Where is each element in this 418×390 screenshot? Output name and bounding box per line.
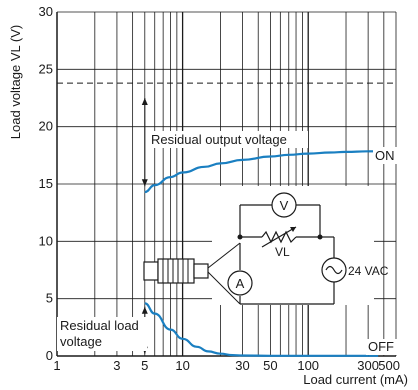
y-tick-label: 30: [39, 4, 53, 19]
ac-source-label: 24 VAC: [348, 264, 389, 278]
x-tick-label: 3: [113, 358, 120, 373]
residual-output-label-bg: [148, 131, 308, 148]
y-tick-label: 5: [46, 291, 53, 306]
circuit-node: [237, 234, 243, 240]
residual-load-label-line1: Residual load: [60, 318, 139, 333]
x-tick-label: 1: [53, 358, 60, 373]
test-circuit: V VL A 24 VAC: [143, 186, 389, 305]
residual-output-voltage-label: Residual output voltage: [151, 132, 287, 147]
x-tick-label: 10: [175, 358, 189, 373]
tick-labels: 0 5 10 15 20 25 30 1 3 5 10 30 50 100 300 500: [39, 4, 400, 373]
y-tick-label: 15: [39, 176, 53, 191]
x-tick-label: 500: [378, 358, 400, 373]
series-line-on: [144, 150, 369, 194]
x-tick-label: 5: [141, 358, 148, 373]
x-tick-label: 30: [235, 358, 249, 373]
proximity-sensor-icon: [143, 258, 209, 284]
residual-load-label-line2: voltage: [60, 334, 102, 349]
residual-output-arrow-up: [141, 98, 148, 105]
series-line-off: [144, 302, 369, 357]
ammeter-label: A: [236, 276, 245, 291]
x-axis-title: Load current (mA): [303, 372, 408, 387]
voltmeter-label: V: [280, 198, 289, 213]
sensor-lead: [207, 242, 241, 269]
variable-resistor-arrow: [261, 226, 297, 248]
sine-wave-icon: [325, 265, 343, 275]
residual-load-label-bg: [57, 317, 147, 351]
variable-resistor-arrowhead: [290, 227, 296, 232]
y-tick-label: 25: [39, 61, 53, 76]
residual-output-arrow-down: [141, 179, 148, 187]
load-voltage-label: VL: [275, 245, 290, 259]
ammeter-symbol: [227, 270, 253, 296]
sensor-lead: [207, 271, 241, 305]
residual-load-arrow-up: [141, 306, 148, 314]
x-tick-label: 300: [357, 358, 379, 373]
on-label: ON: [375, 148, 395, 163]
voltmeter-symbol: [271, 192, 297, 218]
y-tick-label: 10: [39, 233, 53, 248]
y-tick-label: 20: [39, 119, 53, 134]
x-tick-label: 50: [263, 358, 277, 373]
off-label-bg: [366, 339, 400, 355]
x-tick-label: 100: [297, 358, 319, 373]
on-label-bg: [373, 147, 399, 164]
off-label: OFF: [368, 339, 394, 354]
y-axis-title: Load voltage VL (V): [8, 25, 23, 139]
y-tick-label: 0: [46, 348, 53, 363]
